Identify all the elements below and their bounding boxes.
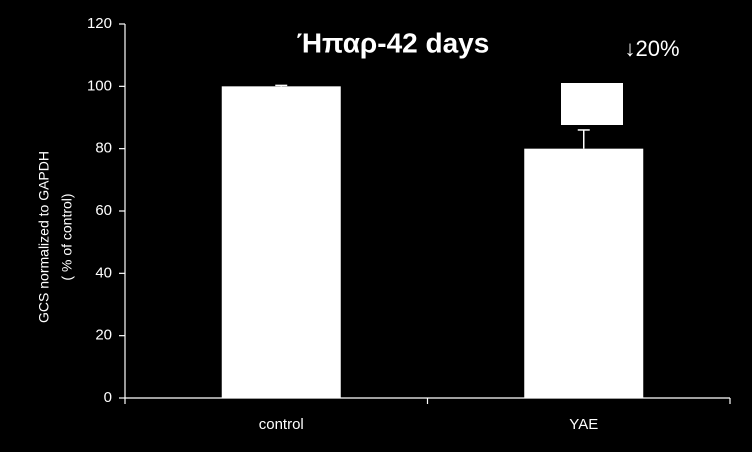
x-tick-label: control (259, 416, 304, 433)
y-axis-label: ( % of control) (59, 193, 75, 280)
y-axis-label: GCS normalized to GAPDH (36, 151, 52, 323)
y-tick-label: 100 (87, 77, 112, 94)
x-tick-label: YAE (569, 416, 598, 433)
bar (221, 86, 341, 398)
bar (524, 148, 644, 398)
y-tick-label: 120 (87, 15, 112, 32)
y-tick-label: 0 (104, 389, 112, 406)
y-tick-label: 20 (95, 327, 112, 344)
y-tick-label: 60 (95, 202, 112, 219)
y-tick-label: 80 (95, 140, 112, 157)
y-tick-label: 40 (95, 264, 112, 281)
white-box (561, 83, 623, 125)
annotation: ↓20% (624, 36, 679, 61)
chart-title: Ήπαρ-42 days (297, 27, 490, 58)
